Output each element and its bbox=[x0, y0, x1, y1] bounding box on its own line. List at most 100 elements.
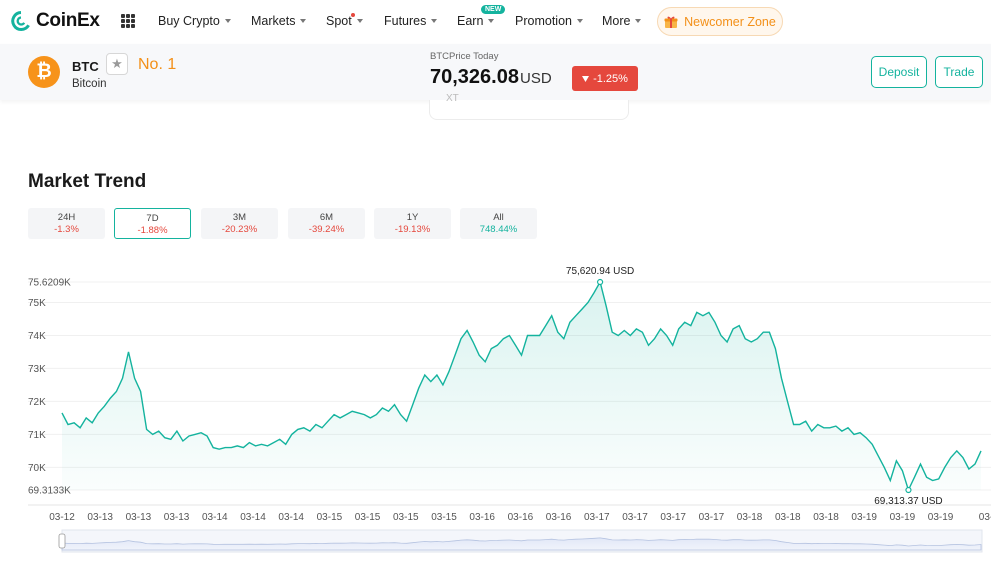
period-label: All bbox=[493, 212, 504, 223]
x-tick-label: 03-16 bbox=[469, 512, 495, 523]
x-tick-label: 03-17 bbox=[622, 512, 648, 523]
x-tick-label: 03-19 bbox=[851, 512, 877, 523]
coin-header: ₿ BTC Bitcoin ★ No. 1 BTCPrice Today 70,… bbox=[0, 44, 991, 100]
coinex-logo[interactable]: CoinEx bbox=[10, 10, 100, 32]
nav-item-label: Buy Crypto bbox=[158, 14, 220, 28]
current-price: 70,326.08USD bbox=[430, 66, 552, 89]
tab-period-24h[interactable]: 24H -1.3% bbox=[28, 208, 105, 239]
price-trend-chart[interactable]: 75.6209K 75K 74K 73K 72K 71K 70K 69.3133K 75,62… bbox=[0, 262, 991, 561]
newcomer-label: Newcomer Zone bbox=[684, 14, 776, 29]
star-icon: ★ bbox=[111, 56, 123, 71]
x-tick-label: 03-15 bbox=[431, 512, 457, 523]
tab-period-7d[interactable]: 7D -1.88% bbox=[114, 208, 191, 239]
y-tick-label: 73K bbox=[28, 364, 46, 375]
newcomer-zone-button[interactable]: Newcomer Zone bbox=[657, 7, 783, 36]
chevron-down-icon bbox=[488, 19, 495, 23]
period-change: -1.3% bbox=[54, 224, 79, 235]
x-tick-label: 03-14 bbox=[278, 512, 304, 523]
max-point-marker bbox=[596, 278, 604, 286]
price-line-series bbox=[61, 280, 982, 492]
dropdown-fragment-text: XT bbox=[446, 93, 459, 104]
tab-period-3m[interactable]: 3M -20.23% bbox=[201, 208, 278, 239]
favorite-star-button[interactable]: ★ bbox=[106, 53, 128, 75]
nav-item-label: Earn bbox=[457, 14, 484, 28]
x-tick-label: 03-13 bbox=[126, 512, 152, 523]
x-tick-label: 03-18 bbox=[813, 512, 839, 523]
chevron-down-icon bbox=[635, 19, 642, 23]
chevron-down-icon bbox=[300, 19, 307, 23]
y-tick-label: 74K bbox=[28, 331, 46, 342]
down-triangle-icon bbox=[582, 75, 590, 82]
navigator-left-handle[interactable] bbox=[58, 533, 66, 549]
logo-text: CoinEx bbox=[36, 10, 100, 31]
x-tick-label: 03-15 bbox=[393, 512, 419, 523]
x-tick-label: 03- bbox=[979, 512, 991, 523]
price-change-badge: -1.25% bbox=[572, 66, 638, 91]
gift-icon bbox=[664, 16, 678, 28]
deposit-button[interactable]: Deposit bbox=[871, 56, 927, 88]
rank-label: No. 1 bbox=[138, 56, 177, 73]
price-label: BTCPrice Today bbox=[430, 51, 499, 62]
period-label: 3M bbox=[232, 212, 247, 223]
x-tick-label: 03-18 bbox=[775, 512, 801, 523]
tab-period-6m[interactable]: 6M -39.24% bbox=[288, 208, 365, 239]
period-change: 748.44% bbox=[479, 224, 518, 235]
x-tick-label: 03-13 bbox=[164, 512, 190, 523]
nav-spot[interactable]: Spot bbox=[326, 14, 363, 28]
dropdown-panel-fragment: XT bbox=[429, 93, 629, 120]
x-tick-label: 03-14 bbox=[240, 512, 266, 523]
price-value: 70,326.08 bbox=[430, 66, 519, 88]
trade-button[interactable]: Trade bbox=[935, 56, 983, 88]
x-tick-label: 03-16 bbox=[546, 512, 572, 523]
nav-promotion[interactable]: Promotion bbox=[515, 14, 583, 28]
nav-markets[interactable]: Markets bbox=[251, 14, 307, 28]
apps-grid-icon[interactable] bbox=[121, 14, 135, 28]
bitcoin-logo-icon: ₿ bbox=[28, 56, 60, 88]
range-navigator[interactable] bbox=[58, 529, 983, 553]
period-label: 1Y bbox=[406, 212, 419, 223]
chart-annotations: 75,620.94 USD 69,313.37 USD bbox=[566, 266, 943, 507]
tab-period-all[interactable]: All 748.44% bbox=[460, 208, 537, 239]
nav-futures[interactable]: Futures bbox=[384, 14, 438, 28]
x-tick-label: 03-12 bbox=[49, 512, 75, 523]
period-change: -20.23% bbox=[221, 224, 258, 235]
x-tick-label: 03-18 bbox=[737, 512, 763, 523]
chevron-down-icon bbox=[576, 19, 583, 23]
x-tick-label: 03-19 bbox=[890, 512, 916, 523]
y-tick-label: 75K bbox=[28, 298, 46, 309]
nav-item-label: Promotion bbox=[515, 14, 572, 28]
period-change: -39.24% bbox=[308, 224, 345, 235]
tab-period-1y[interactable]: 1Y -19.13% bbox=[374, 208, 451, 239]
period-change: -1.88% bbox=[137, 225, 168, 236]
min-price-label: 69,313.37 USD bbox=[874, 496, 942, 507]
nav-item-label: Futures bbox=[384, 14, 427, 28]
y-tick-label: 75.6209K bbox=[28, 278, 71, 289]
x-tick-label: 03-15 bbox=[317, 512, 343, 523]
nav-more[interactable]: More bbox=[602, 14, 642, 28]
x-tick-label: 03-14 bbox=[202, 512, 228, 523]
coinex-logo-icon bbox=[11, 11, 30, 31]
chevron-down-icon bbox=[431, 19, 438, 23]
x-axis-labels: 03-12 03-13 03-13 03-13 03-14 03-14 03-14 03-15… bbox=[49, 512, 991, 523]
price-unit: USD bbox=[519, 70, 552, 87]
nav-item-label: Spot bbox=[326, 14, 352, 28]
y-tick-label: 71K bbox=[28, 430, 46, 441]
x-tick-label: 03-15 bbox=[355, 512, 381, 523]
min-point-marker bbox=[905, 486, 912, 494]
nav-item-label: Markets bbox=[251, 14, 296, 28]
x-tick-label: 03-19 bbox=[928, 512, 954, 523]
max-price-label: 75,620.94 USD bbox=[566, 266, 634, 277]
nav-item-label: More bbox=[602, 14, 631, 28]
nav-buy-crypto[interactable]: Buy Crypto bbox=[158, 14, 231, 28]
nav-earn[interactable]: Earn bbox=[457, 14, 495, 28]
chevron-down-icon bbox=[224, 19, 231, 23]
x-tick-label: 03-17 bbox=[584, 512, 610, 523]
period-label: 24H bbox=[57, 212, 76, 223]
x-tick-label: 03-17 bbox=[660, 512, 686, 523]
y-axis-labels: 75.6209K 75K 74K 73K 72K 71K 70K 69.3133K bbox=[28, 278, 71, 497]
y-tick-label: 70K bbox=[28, 463, 46, 474]
price-area-fill bbox=[62, 282, 981, 490]
period-label: 6M bbox=[319, 212, 334, 223]
period-change: -19.13% bbox=[394, 224, 431, 235]
coin-name: Bitcoin bbox=[72, 78, 107, 90]
